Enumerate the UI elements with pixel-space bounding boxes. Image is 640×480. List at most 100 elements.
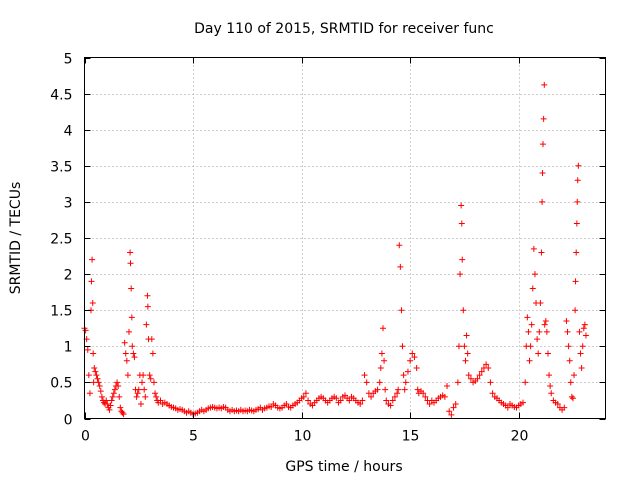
data-point	[564, 328, 571, 335]
data-point	[441, 393, 448, 400]
data-point	[152, 390, 159, 397]
data-point	[467, 375, 474, 382]
data-point	[139, 379, 146, 386]
data-point	[147, 375, 154, 382]
data-point	[458, 202, 465, 209]
data-point	[450, 404, 457, 411]
data-point	[302, 390, 309, 397]
data-point	[357, 401, 364, 408]
data-point	[119, 409, 126, 416]
gridlines	[84, 57, 606, 419]
data-point	[90, 350, 97, 357]
data-point	[572, 307, 579, 314]
data-point	[305, 397, 312, 404]
data-point	[541, 321, 548, 328]
data-point	[548, 390, 555, 397]
data-point	[85, 372, 92, 379]
data-point	[131, 354, 138, 361]
data-point	[121, 339, 128, 346]
data-point	[149, 350, 156, 357]
data-point	[146, 372, 153, 379]
data-point	[566, 357, 573, 364]
y-tick-label: 4.5	[50, 88, 72, 104]
data-point	[527, 343, 534, 350]
data-point	[95, 379, 102, 386]
x-tick-label: 10	[294, 429, 312, 445]
data-point	[116, 393, 123, 400]
data-point	[389, 397, 396, 404]
data-point	[110, 390, 117, 397]
data-point	[89, 299, 96, 306]
data-point	[569, 395, 576, 402]
data-point	[97, 388, 104, 395]
data-point	[571, 372, 578, 379]
data-point	[333, 395, 340, 402]
data-point	[395, 386, 402, 393]
data-point	[579, 343, 586, 350]
data-point	[137, 401, 144, 408]
y-axis-label: SRMTID / TECUs	[8, 182, 24, 295]
data-point	[485, 364, 492, 371]
data-point	[337, 397, 344, 404]
data-point	[524, 314, 531, 321]
data-point	[457, 271, 464, 278]
data-point	[361, 372, 368, 379]
data-point	[526, 357, 533, 364]
data-point	[127, 260, 134, 267]
data-point	[531, 271, 538, 278]
data-point	[580, 325, 587, 332]
data-point	[93, 372, 100, 379]
data-point	[134, 390, 141, 397]
data-point	[578, 364, 585, 371]
data-point	[446, 408, 453, 415]
y-tick-label: 1	[64, 340, 73, 356]
data-point	[88, 278, 95, 285]
data-point	[123, 357, 130, 364]
data-point	[522, 379, 529, 386]
data-point	[142, 393, 149, 400]
data-point	[573, 220, 580, 227]
data-point	[122, 350, 129, 357]
data-point	[127, 249, 134, 256]
x-tick-labels: 0 5 10 15 20	[81, 429, 528, 445]
data-point	[387, 402, 394, 409]
data-point	[529, 285, 536, 292]
data-point	[422, 393, 429, 400]
data-point	[153, 393, 160, 400]
data-point	[377, 364, 384, 371]
data-point	[157, 397, 164, 404]
data-point	[394, 390, 401, 397]
data-point	[568, 393, 575, 400]
data-point	[536, 328, 543, 335]
data-point	[115, 383, 122, 390]
data-point	[414, 386, 421, 393]
data-point	[458, 220, 465, 227]
data-point	[359, 397, 366, 404]
data-point	[534, 336, 541, 343]
data-point	[400, 372, 407, 379]
data-point	[525, 328, 532, 335]
data-point	[108, 397, 115, 404]
data-point	[144, 292, 151, 299]
y-tick-label: 2.5	[50, 232, 72, 248]
data-point	[404, 368, 411, 375]
x-tick-label: 15	[402, 429, 420, 445]
data-point	[381, 357, 388, 364]
data-point	[520, 399, 527, 406]
data-point	[150, 379, 157, 386]
y-tick-label: 3.5	[50, 160, 72, 176]
data-point	[143, 321, 150, 328]
data-point	[89, 256, 96, 263]
data-point	[133, 393, 140, 400]
data-point	[478, 368, 485, 375]
data-point	[554, 401, 561, 408]
data-point	[402, 379, 409, 386]
data-point	[547, 383, 554, 390]
data-point	[542, 318, 549, 325]
axis-ticks	[84, 57, 606, 420]
data-point	[504, 404, 511, 411]
data-point	[538, 249, 545, 256]
data-point	[91, 364, 98, 371]
data-point	[539, 141, 546, 148]
data-point	[109, 393, 116, 400]
